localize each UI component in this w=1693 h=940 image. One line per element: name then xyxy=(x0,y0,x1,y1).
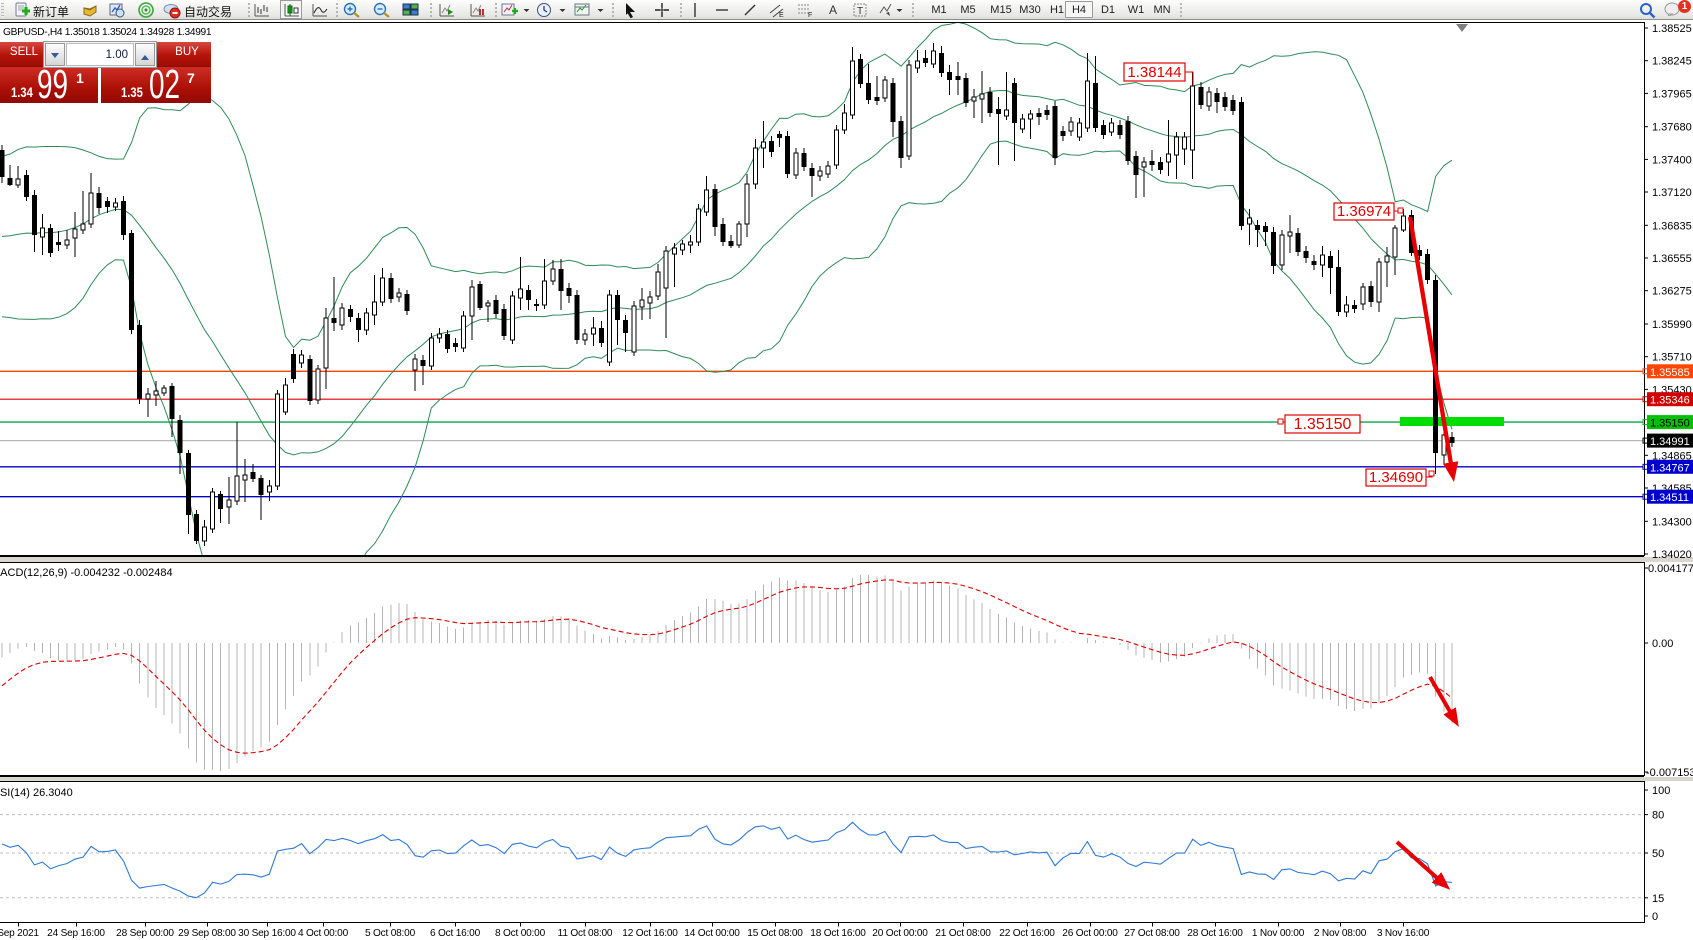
svg-text:A: A xyxy=(829,3,837,17)
svg-text:28 Oct 16:00: 28 Oct 16:00 xyxy=(1187,928,1243,939)
svg-text:1.36835: 1.36835 xyxy=(1652,220,1692,232)
svg-text:1.38245: 1.38245 xyxy=(1652,56,1692,68)
svg-text:15: 15 xyxy=(1652,893,1664,905)
svg-text:0.00: 0.00 xyxy=(1652,638,1673,650)
svg-text:3 Nov 16:00: 3 Nov 16:00 xyxy=(1377,928,1430,939)
svg-text:11 Oct 08:00: 11 Oct 08:00 xyxy=(558,928,613,939)
svg-text:1.37120: 1.37120 xyxy=(1652,187,1692,199)
svg-text:1.34690: 1.34690 xyxy=(1369,469,1423,486)
svg-text:1.36555: 1.36555 xyxy=(1652,253,1692,265)
svg-text:MACD(12,26,9) -0.004232 -0.002: MACD(12,26,9) -0.004232 -0.002484 xyxy=(0,567,173,579)
svg-text:29 Sep 08:00: 29 Sep 08:00 xyxy=(178,928,236,939)
svg-text:30 Sep 16:00: 30 Sep 16:00 xyxy=(238,928,296,939)
svg-text:1.34991: 1.34991 xyxy=(1650,436,1690,448)
svg-text:15 Oct 08:00: 15 Oct 08:00 xyxy=(747,928,803,939)
svg-text:100: 100 xyxy=(1652,785,1670,797)
svg-text:22 Oct 16:00: 22 Oct 16:00 xyxy=(999,928,1055,939)
svg-text:21 Oct 08:00: 21 Oct 08:00 xyxy=(935,928,991,939)
svg-text:1.35710: 1.35710 xyxy=(1652,352,1692,364)
svg-text:1.35990: 1.35990 xyxy=(1652,319,1692,331)
svg-text:0: 0 xyxy=(1652,911,1658,923)
svg-text:27 Oct 08:00: 27 Oct 08:00 xyxy=(1124,928,1180,939)
svg-text:1.35150: 1.35150 xyxy=(1650,418,1690,430)
svg-text:1.34300: 1.34300 xyxy=(1652,516,1692,528)
svg-text:RSI(14) 26.3040: RSI(14) 26.3040 xyxy=(0,787,73,799)
svg-text:14 Oct 00:00: 14 Oct 00:00 xyxy=(684,928,740,939)
svg-text:1.36974: 1.36974 xyxy=(1337,203,1391,220)
svg-text:80: 80 xyxy=(1652,810,1664,822)
svg-text:5 Oct 08:00: 5 Oct 08:00 xyxy=(365,928,416,939)
svg-text:2 Nov 08:00: 2 Nov 08:00 xyxy=(1314,928,1367,939)
svg-text:-0.007153: -0.007153 xyxy=(1646,767,1693,779)
svg-text:1 Nov 00:00: 1 Nov 00:00 xyxy=(1252,928,1305,939)
svg-text:20 Oct 00:00: 20 Oct 00:00 xyxy=(872,928,928,939)
svg-text:1.35585: 1.35585 xyxy=(1650,367,1690,379)
svg-text:1.34511: 1.34511 xyxy=(1650,492,1689,504)
svg-text:1.34865: 1.34865 xyxy=(1652,450,1692,462)
svg-text:1.38144: 1.38144 xyxy=(1127,64,1181,81)
svg-text:24 Sep 16:00: 24 Sep 16:00 xyxy=(47,928,105,939)
svg-text:1.35150: 1.35150 xyxy=(1294,416,1352,433)
svg-text:1.35346: 1.35346 xyxy=(1650,395,1690,407)
svg-text:T: T xyxy=(857,6,863,17)
svg-text:26 Oct 00:00: 26 Oct 00:00 xyxy=(1062,928,1118,939)
svg-text:F: F xyxy=(808,12,812,19)
svg-text:1.34767: 1.34767 xyxy=(1650,462,1690,474)
svg-text:4 Oct 00:00: 4 Oct 00:00 xyxy=(298,928,349,939)
svg-text:18 Oct 16:00: 18 Oct 16:00 xyxy=(810,928,866,939)
svg-text:50: 50 xyxy=(1652,848,1664,860)
svg-text:Sep 2021: Sep 2021 xyxy=(0,928,39,939)
svg-text:1.36275: 1.36275 xyxy=(1652,286,1692,298)
svg-text:12 Oct 16:00: 12 Oct 16:00 xyxy=(622,928,678,939)
svg-text:GBPUSD-,H4 1.35018 1.35024 1.: GBPUSD-,H4 1.35018 1.35024 1.34928 1.349… xyxy=(3,27,212,38)
svg-text:6 Oct 16:00: 6 Oct 16:00 xyxy=(430,928,481,939)
svg-text:28 Sep 00:00: 28 Sep 00:00 xyxy=(116,928,174,939)
svg-text:E: E xyxy=(779,12,784,19)
svg-text:0.004177: 0.004177 xyxy=(1648,563,1693,575)
svg-text:1.37965: 1.37965 xyxy=(1652,88,1692,100)
svg-text:1.34020: 1.34020 xyxy=(1652,549,1692,561)
svg-text:1.38525: 1.38525 xyxy=(1652,23,1692,35)
svg-text:1.37680: 1.37680 xyxy=(1652,122,1692,134)
svg-text:8 Oct 00:00: 8 Oct 00:00 xyxy=(495,928,546,939)
svg-text:1.37400: 1.37400 xyxy=(1652,154,1692,166)
